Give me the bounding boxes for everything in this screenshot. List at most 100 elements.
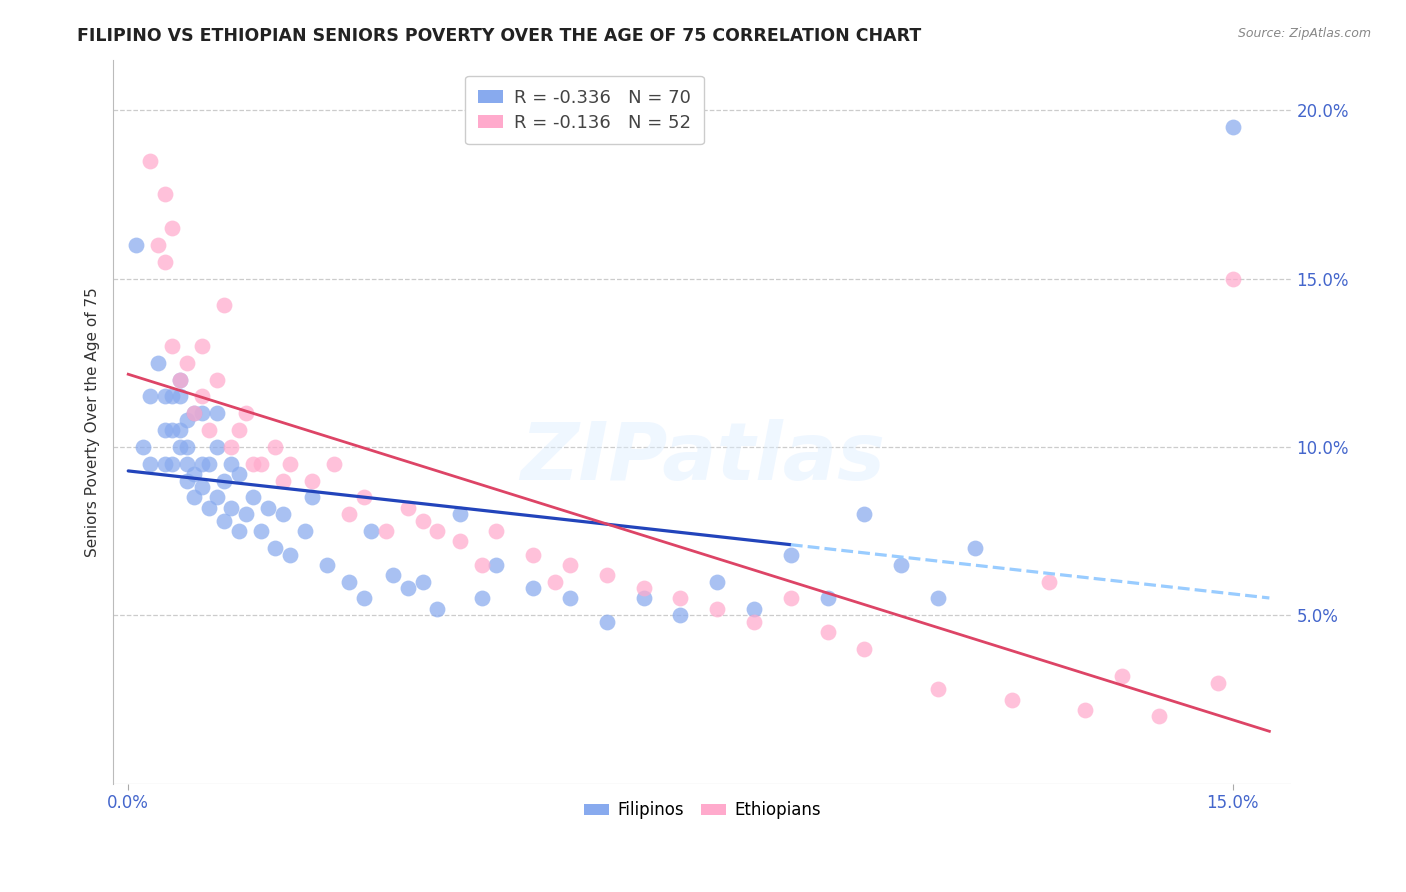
Point bbox=[153, 423, 176, 437]
Point bbox=[139, 153, 162, 168]
Point bbox=[853, 642, 876, 657]
Point bbox=[742, 601, 765, 615]
Point bbox=[228, 524, 250, 538]
Legend: Filipinos, Ethiopians: Filipinos, Ethiopians bbox=[578, 795, 828, 826]
Point bbox=[198, 423, 221, 437]
Point bbox=[162, 457, 184, 471]
Point bbox=[353, 491, 375, 505]
Point bbox=[257, 500, 280, 515]
Point bbox=[1038, 574, 1060, 589]
Point bbox=[146, 237, 169, 252]
Point bbox=[205, 491, 228, 505]
Point bbox=[176, 413, 198, 427]
Point bbox=[323, 457, 346, 471]
Point bbox=[242, 457, 264, 471]
Point bbox=[817, 625, 839, 640]
Y-axis label: Seniors Poverty Over the Age of 75: Seniors Poverty Over the Age of 75 bbox=[86, 287, 100, 557]
Point bbox=[396, 582, 419, 596]
Point bbox=[169, 389, 191, 403]
Point bbox=[706, 601, 728, 615]
Point bbox=[169, 440, 191, 454]
Point bbox=[301, 491, 323, 505]
Point bbox=[139, 457, 162, 471]
Point bbox=[633, 591, 655, 606]
Point bbox=[294, 524, 316, 538]
Point bbox=[426, 524, 449, 538]
Point bbox=[169, 373, 191, 387]
Point bbox=[221, 500, 243, 515]
Point bbox=[205, 406, 228, 420]
Point bbox=[1222, 271, 1244, 285]
Point bbox=[176, 440, 198, 454]
Point bbox=[146, 356, 169, 370]
Point bbox=[205, 440, 228, 454]
Point bbox=[669, 591, 692, 606]
Point bbox=[264, 440, 287, 454]
Point bbox=[779, 591, 801, 606]
Point bbox=[235, 406, 257, 420]
Point bbox=[544, 574, 567, 589]
Point bbox=[301, 474, 323, 488]
Point bbox=[162, 339, 184, 353]
Point bbox=[1147, 709, 1170, 723]
Point bbox=[426, 601, 449, 615]
Point bbox=[278, 548, 301, 562]
Point bbox=[927, 591, 949, 606]
Point bbox=[162, 423, 184, 437]
Point bbox=[396, 500, 419, 515]
Point bbox=[471, 558, 494, 572]
Point bbox=[221, 440, 243, 454]
Point bbox=[1206, 675, 1229, 690]
Point bbox=[449, 534, 471, 549]
Point bbox=[471, 591, 494, 606]
Point bbox=[176, 356, 198, 370]
Point bbox=[271, 474, 294, 488]
Point bbox=[1074, 703, 1097, 717]
Point bbox=[162, 221, 184, 235]
Point bbox=[742, 615, 765, 629]
Point bbox=[853, 508, 876, 522]
Point bbox=[139, 389, 162, 403]
Point bbox=[191, 406, 214, 420]
Point bbox=[963, 541, 986, 555]
Point bbox=[558, 558, 581, 572]
Point bbox=[271, 508, 294, 522]
Text: ZIPatlas: ZIPatlas bbox=[520, 419, 884, 497]
Point bbox=[596, 615, 619, 629]
Point bbox=[183, 467, 205, 481]
Point bbox=[412, 574, 434, 589]
Point bbox=[485, 558, 508, 572]
Point bbox=[183, 491, 205, 505]
Point bbox=[191, 457, 214, 471]
Point bbox=[221, 457, 243, 471]
Point bbox=[374, 524, 396, 538]
Point bbox=[176, 474, 198, 488]
Point bbox=[162, 389, 184, 403]
Point bbox=[360, 524, 382, 538]
Point bbox=[169, 373, 191, 387]
Point bbox=[1111, 669, 1133, 683]
Point bbox=[212, 514, 235, 528]
Point bbox=[249, 457, 271, 471]
Point bbox=[183, 406, 205, 420]
Point bbox=[316, 558, 339, 572]
Point bbox=[153, 457, 176, 471]
Point bbox=[153, 254, 176, 268]
Point bbox=[449, 508, 471, 522]
Point bbox=[198, 457, 221, 471]
Point bbox=[228, 467, 250, 481]
Point bbox=[264, 541, 287, 555]
Point bbox=[337, 574, 360, 589]
Point bbox=[633, 582, 655, 596]
Point bbox=[228, 423, 250, 437]
Point bbox=[485, 524, 508, 538]
Point bbox=[191, 339, 214, 353]
Point bbox=[191, 480, 214, 494]
Point bbox=[212, 298, 235, 312]
Point bbox=[706, 574, 728, 589]
Point bbox=[558, 591, 581, 606]
Point bbox=[235, 508, 257, 522]
Text: Source: ZipAtlas.com: Source: ZipAtlas.com bbox=[1237, 27, 1371, 40]
Point bbox=[596, 568, 619, 582]
Point bbox=[817, 591, 839, 606]
